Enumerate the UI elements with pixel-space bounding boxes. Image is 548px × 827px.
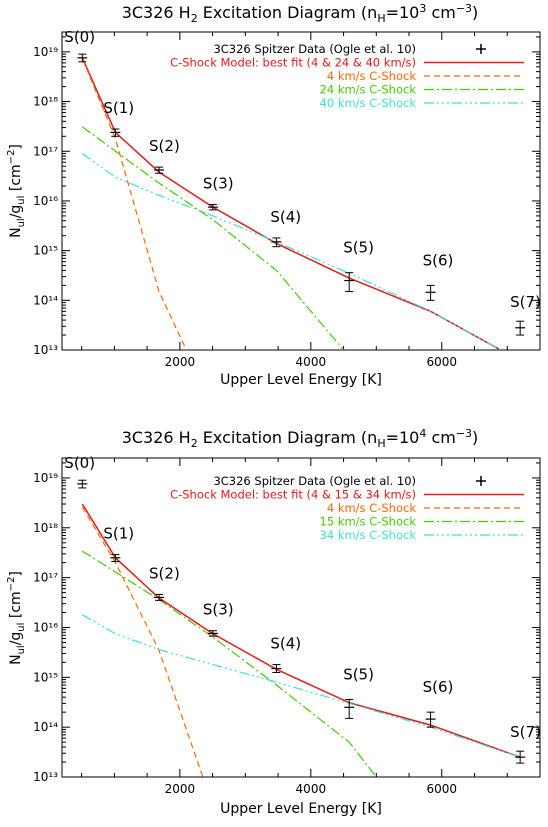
legend-entry: C-Shock Model: best fit (4 & 24 & 40 km/…	[170, 56, 524, 70]
y-tick-label: 10¹⁸	[33, 521, 58, 535]
point-label: S(4)	[270, 635, 301, 653]
data-point: S(2)	[149, 137, 180, 174]
legend: 3C326 Spitzer Data (Ogle et al. 10)C-Sho…	[170, 42, 524, 110]
data-point: S(1)	[103, 525, 134, 563]
point-label: S(6)	[423, 251, 454, 269]
data-point: S(4)	[270, 635, 301, 673]
data-point: S(2)	[149, 564, 180, 601]
legend-label: 3C326 Spitzer Data (Ogle et al. 10)	[213, 42, 416, 56]
legend-label: 24 km/s C-Shock	[320, 83, 417, 97]
data-point: S(3)	[203, 601, 234, 637]
data-point: S(6)	[423, 251, 454, 301]
point-label: S(1)	[103, 99, 134, 117]
point-label: S(5)	[343, 665, 374, 683]
data-point: S(7)	[510, 293, 541, 336]
data-point: S(1)	[103, 99, 134, 137]
x-tick-label: 4000	[296, 355, 327, 369]
legend-entry: 40 km/s C-Shock	[320, 96, 524, 110]
legend-label: C-Shock Model: best fit (4 & 15 & 34 km/…	[170, 488, 416, 502]
y-tick-label: 10¹⁴	[33, 720, 58, 734]
y-axis-label: Nul/gul [cm−2]	[6, 144, 27, 238]
x-axis-label: Upper Level Energy [K]	[220, 801, 382, 817]
series-layer	[81, 57, 502, 350]
point-label: S(2)	[149, 564, 180, 582]
data-point: S(0)	[64, 454, 95, 489]
y-tick-label: 10¹⁸	[33, 95, 58, 109]
point-label: S(4)	[270, 208, 301, 226]
series-line	[81, 550, 377, 777]
data-point: S(6)	[423, 678, 454, 728]
y-tick-label: 10¹⁷	[33, 571, 58, 585]
axis-ticks: 2000 4000 6000 10¹³ 10¹⁴ 10¹⁵ 10¹⁶ 10¹⁷ 10¹⁸ 10¹⁹	[33, 458, 540, 796]
y-tick-label: 10¹⁶	[33, 620, 58, 634]
series-line	[81, 153, 501, 350]
legend-label: 15 km/s C-Shock	[320, 515, 417, 529]
data-point: S(5)	[343, 239, 374, 293]
legend-label: 40 km/s C-Shock	[320, 96, 417, 110]
plot-area-frame	[61, 31, 541, 351]
y-tick-label: 10¹⁵	[33, 670, 58, 684]
data-layer: S(0) S(1) S(2) S(3) S(4) S(5) S(6) S(7)	[64, 28, 541, 336]
data-point: S(3)	[203, 174, 234, 211]
point-label: S(5)	[343, 239, 374, 257]
series-line	[81, 506, 204, 777]
point-label: S(3)	[203, 174, 234, 192]
data-layer: S(0) S(1) S(2) S(3) S(4) S(5) S(6) S(7)	[64, 454, 541, 764]
y-tick-label: 10¹⁷	[33, 144, 58, 158]
data-point: S(0)	[64, 28, 95, 63]
legend-entry: 24 km/s C-Shock	[320, 83, 524, 97]
legend-entry: 3C326 Spitzer Data (Ogle et al. 10)	[213, 42, 486, 56]
x-tick-label: 6000	[427, 782, 458, 796]
series-line	[82, 614, 521, 758]
x-tick-label: 2000	[165, 782, 196, 796]
point-label: S(0)	[64, 28, 95, 46]
y-tick-label: 10¹⁹	[33, 471, 58, 485]
y-tick-label: 10¹⁶	[33, 194, 58, 208]
y-tick-label: 10¹³	[33, 343, 58, 357]
x-tick-label: 6000	[427, 355, 458, 369]
series-layer	[81, 503, 521, 777]
data-point: S(4)	[270, 208, 301, 248]
legend-label: 4 km/s C-Shock	[327, 501, 416, 515]
x-tick-label: 2000	[165, 355, 196, 369]
plot-area-frame	[61, 457, 541, 778]
legend: 3C326 Spitzer Data (Ogle et al. 10)C-Sho…	[170, 474, 524, 542]
point-label: S(1)	[103, 525, 134, 543]
point-label: S(7)	[510, 723, 541, 741]
y-axis-label: Nul/gul [cm−2]	[6, 571, 27, 665]
point-label: S(6)	[423, 678, 454, 696]
chart-title: 3C326 H2 Excitation Diagram (nH=103 cm−3…	[122, 2, 479, 25]
point-label: S(2)	[149, 137, 180, 155]
point-label: S(0)	[64, 454, 95, 472]
legend-entry: 34 km/s C-Shock	[320, 528, 524, 542]
axis-ticks: 2000 4000 6000 10¹³ 10¹⁴ 10¹⁵ 10¹⁶ 10¹⁷ 10¹⁸ 10¹⁹	[33, 32, 540, 369]
legend-entry: 3C326 Spitzer Data (Ogle et al. 10)	[213, 474, 486, 488]
series-line	[81, 57, 502, 350]
series-line	[81, 58, 187, 350]
y-tick-label: 10¹³	[33, 770, 58, 784]
x-tick-label: 4000	[296, 782, 327, 796]
point-label: S(7)	[510, 293, 541, 311]
legend-label: C-Shock Model: best fit (4 & 24 & 40 km/…	[170, 56, 416, 70]
legend-entry: C-Shock Model: best fit (4 & 15 & 34 km/…	[170, 488, 524, 502]
y-tick-label: 10¹⁹	[33, 45, 58, 59]
chart-panel-top: 3C326 H2 Excitation Diagram (nH=103 cm−3…	[6, 2, 541, 388]
legend-entry: 15 km/s C-Shock	[320, 515, 524, 529]
chart-title: 3C326 H2 Excitation Diagram (nH=104 cm−3…	[122, 427, 479, 450]
legend-label: 34 km/s C-Shock	[320, 528, 417, 542]
data-point: S(7)	[510, 723, 541, 764]
data-point: S(5)	[343, 665, 374, 719]
y-tick-label: 10¹⁴	[33, 293, 58, 307]
legend-label: 4 km/s C-Shock	[327, 69, 416, 83]
point-label: S(3)	[203, 601, 234, 619]
series-line	[81, 503, 521, 758]
legend-entry: 4 km/s C-Shock	[327, 69, 524, 83]
legend-entry: 4 km/s C-Shock	[327, 501, 524, 515]
chart-panel-bottom: 3C326 H2 Excitation Diagram (nH=104 cm−3…	[6, 427, 541, 817]
legend-label: 3C326 Spitzer Data (Ogle et al. 10)	[213, 474, 416, 488]
x-axis-label: Upper Level Energy [K]	[220, 372, 382, 388]
y-tick-label: 10¹⁵	[33, 244, 58, 258]
series-line	[81, 126, 345, 350]
